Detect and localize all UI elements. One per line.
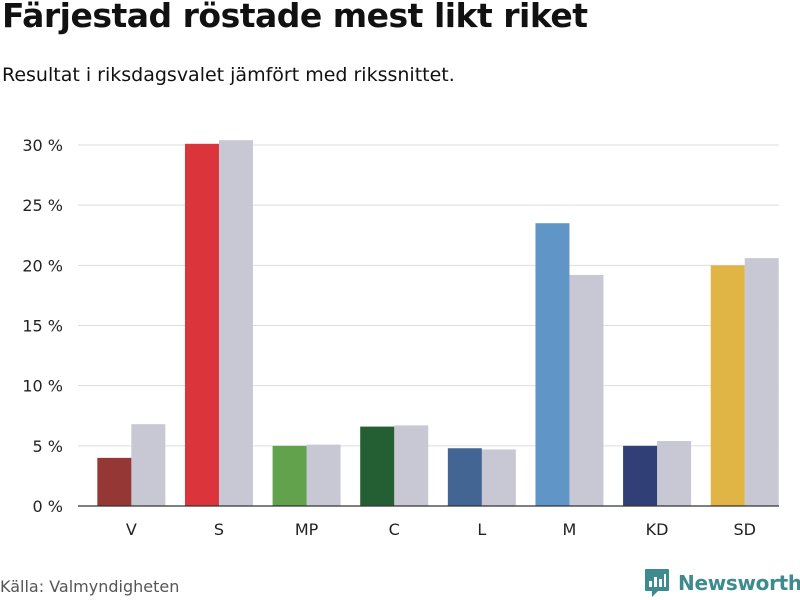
bar-reference-m <box>569 274 604 506</box>
y-tick-label: 10 % <box>22 377 63 396</box>
x-tick-label: C <box>389 520 400 539</box>
bar-chart: 0 % 5 % 10 % 15 % 20 % 25 % 30 % V S MP C L M KD SD <box>22 136 779 539</box>
x-tick-label: V <box>126 520 137 539</box>
x-axis-ticks: V S MP C L M KD SD <box>78 505 779 539</box>
y-tick-label: 20 % <box>22 256 63 275</box>
y-tick-label: 5 % <box>33 437 63 456</box>
x-tick-label: MP <box>295 520 319 539</box>
newsworthy-logo: Newsworthy <box>644 568 800 598</box>
bars <box>97 140 779 507</box>
bar-reference-v <box>131 424 166 506</box>
x-tick-label: L <box>477 520 486 539</box>
grid-lines <box>78 144 779 447</box>
bar-local-v <box>97 457 132 506</box>
bar-local-s <box>184 143 219 506</box>
y-tick-label: 25 % <box>22 196 63 215</box>
bar-reference-sd <box>744 258 779 506</box>
bar-local-l <box>447 448 482 506</box>
chart-title: Färjestad röstade mest likt riket <box>2 0 588 35</box>
y-tick-label: 0 % <box>33 497 63 516</box>
bar-local-m <box>535 223 570 506</box>
logo-text: Newsworthy <box>678 571 800 595</box>
bar-local-kd <box>623 445 658 506</box>
x-tick-label: M <box>563 520 577 539</box>
bar-reference-c <box>394 425 429 506</box>
bar-local-sd <box>710 265 745 506</box>
bar-reference-l <box>481 449 516 506</box>
source-note: Källa: Valmyndigheten <box>0 577 180 596</box>
bar-reference-kd <box>657 441 692 506</box>
x-tick-label: SD <box>733 520 755 539</box>
bar-reference-mp <box>306 444 341 506</box>
x-tick-label: KD <box>646 520 669 539</box>
y-axis-ticks: 0 % 5 % 10 % 15 % 20 % 25 % 30 % <box>22 136 63 516</box>
bar-chart-badge-icon <box>645 569 669 597</box>
chart-subtitle: Resultat i riksdagsvalet jämfört med rik… <box>2 64 455 86</box>
y-tick-label: 30 % <box>22 136 63 155</box>
x-tick-label: S <box>214 520 224 539</box>
bar-local-mp <box>272 445 307 506</box>
bar-local-c <box>360 426 395 506</box>
y-tick-label: 15 % <box>22 317 63 336</box>
bar-reference-s <box>218 140 253 507</box>
